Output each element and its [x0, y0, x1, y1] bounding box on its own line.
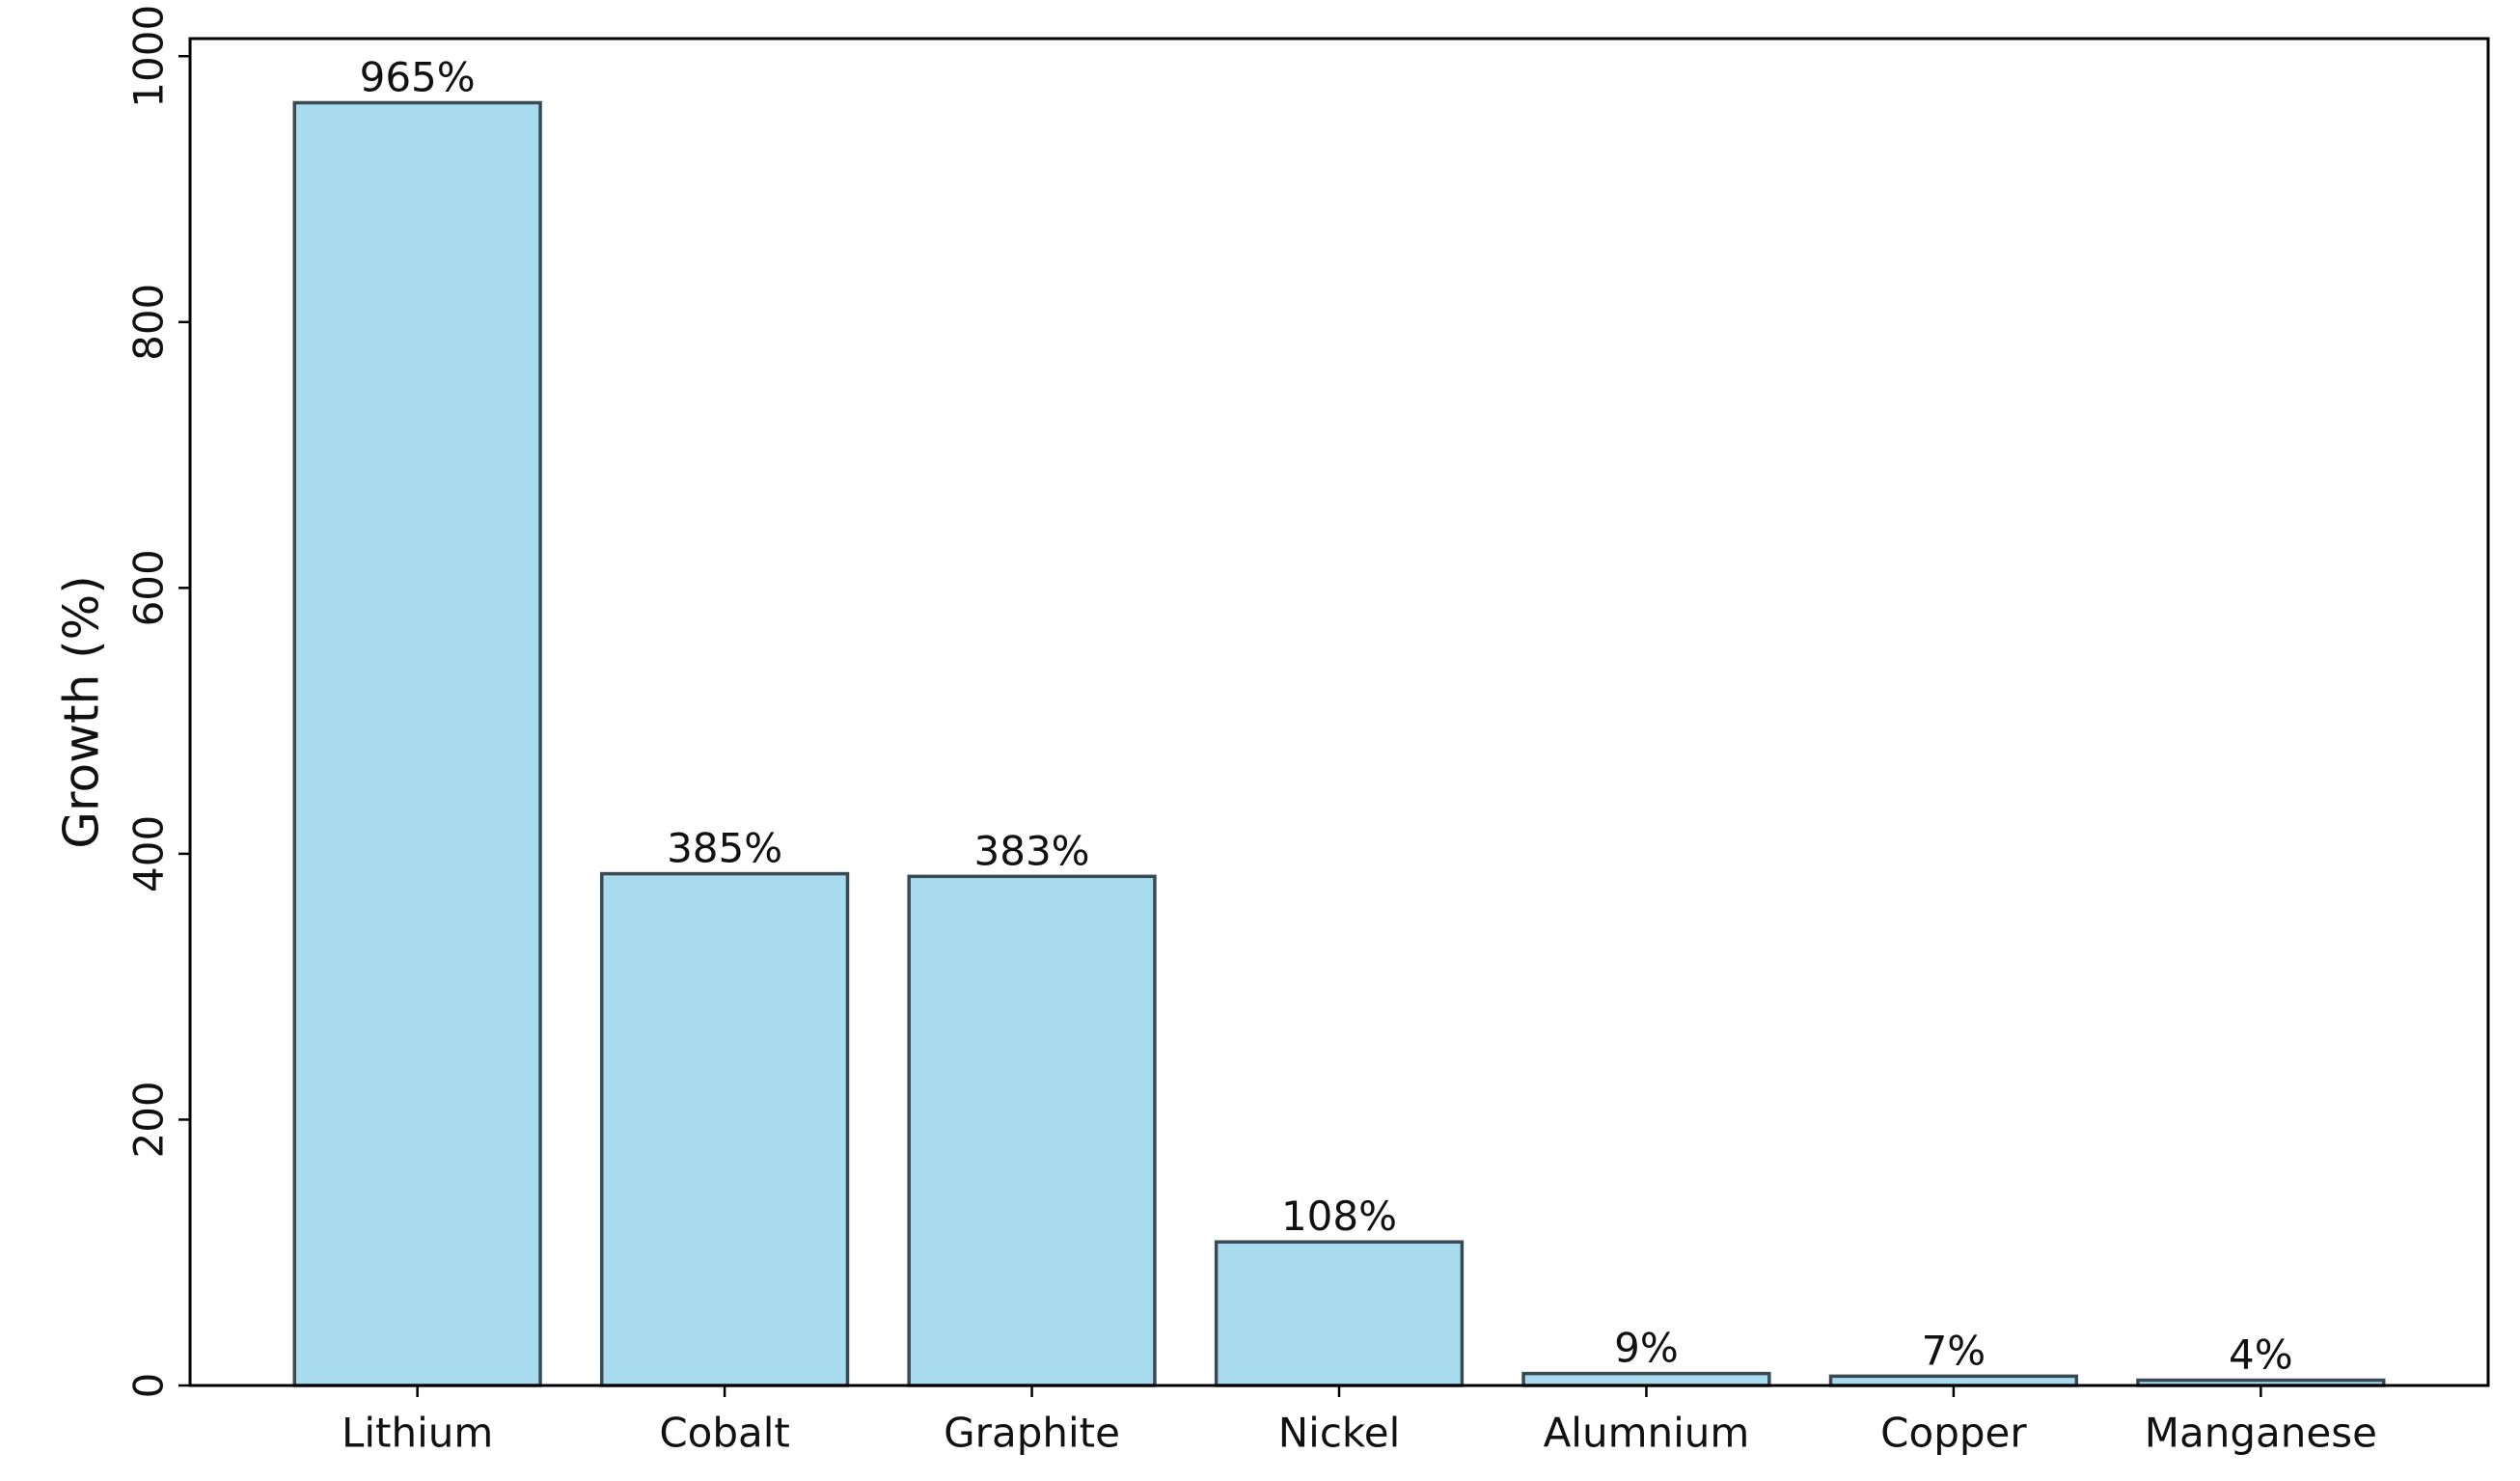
x-tick-label: Manganese [2145, 1410, 2377, 1457]
x-tick-label: Nickel [1278, 1410, 1401, 1457]
y-tick-label: 800 [125, 284, 173, 361]
x-tick-label: Cobalt [659, 1410, 790, 1457]
y-axis-label: Growth (%) [54, 575, 110, 848]
bar [292, 100, 542, 1387]
y-tick-label: 200 [125, 1081, 173, 1158]
bar [1214, 1240, 1465, 1387]
y-tick-label: 400 [125, 815, 173, 892]
plot-frame [188, 37, 2490, 1387]
x-tick-label: Graphite [944, 1410, 1120, 1457]
x-tick-label: Copper [1880, 1410, 2027, 1457]
x-tick-label: Alumnium [1544, 1410, 1750, 1457]
value-label: 4% [2229, 1330, 2293, 1378]
x-tick-label: Lithium [342, 1410, 493, 1457]
y-tick-label: 600 [125, 549, 173, 626]
value-label: 385% [667, 825, 782, 872]
bar [1521, 1371, 1771, 1387]
value-label: 383% [974, 827, 1090, 874]
value-label: 108% [1281, 1193, 1397, 1240]
value-label: 7% [1922, 1327, 1986, 1374]
bar [907, 874, 1157, 1387]
y-tick-label: 1000 [125, 5, 173, 108]
y-tick-label: 0 [125, 1373, 173, 1399]
value-label: 9% [1614, 1325, 1679, 1372]
value-label: 965% [360, 53, 476, 100]
bar [599, 871, 850, 1387]
